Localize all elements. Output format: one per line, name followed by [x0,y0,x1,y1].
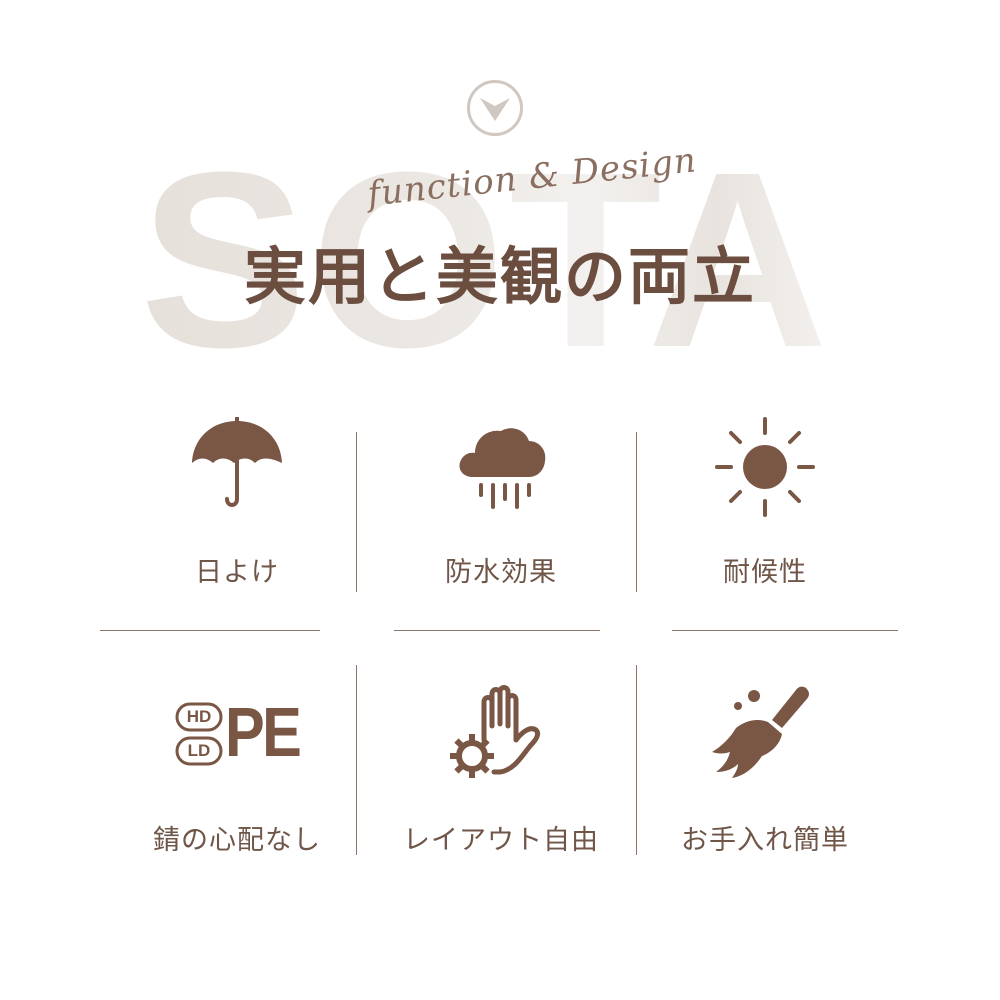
divider [636,665,637,855]
feature-waterproof: 防水効果 [381,415,621,605]
hand-gear-icon [446,682,556,786]
feature-label: 耐候性 [723,557,807,588]
feature-free-layout: レイアウト自由 [381,680,621,870]
feature-label: 錆の心配なし [153,825,321,856]
sun-icon [713,415,817,523]
umbrella-icon [187,415,287,519]
feature-rust-free: HD LD PE 錆の心配なし [117,680,357,870]
pe-text: PE [225,693,302,771]
divider [356,665,357,855]
feature-label: レイアウト自由 [403,825,599,856]
broom-icon [710,682,820,786]
feature-label: お手入れ簡単 [681,825,849,856]
feature-weather-resistance: 耐候性 [645,415,885,605]
chevron-down-circle-icon [467,80,523,136]
feature-label: 日よけ [195,557,279,588]
feature-label: 防水効果 [445,557,557,588]
ld-badge: LD [187,741,211,760]
feature-easy-care: お手入れ簡単 [645,680,885,870]
watermark-text: SOTA [140,135,860,385]
page-title: 実用と美観の両立 [243,240,756,313]
feature-sunshade: 日よけ [117,415,357,605]
divider [356,432,357,592]
hd-badge: HD [186,707,212,726]
divider [672,630,898,631]
rain-cloud-icon [451,415,551,519]
divider [100,630,320,631]
divider [394,630,600,631]
hdpe-ldpe-icon: HD LD PE [175,682,302,782]
divider [636,432,637,592]
